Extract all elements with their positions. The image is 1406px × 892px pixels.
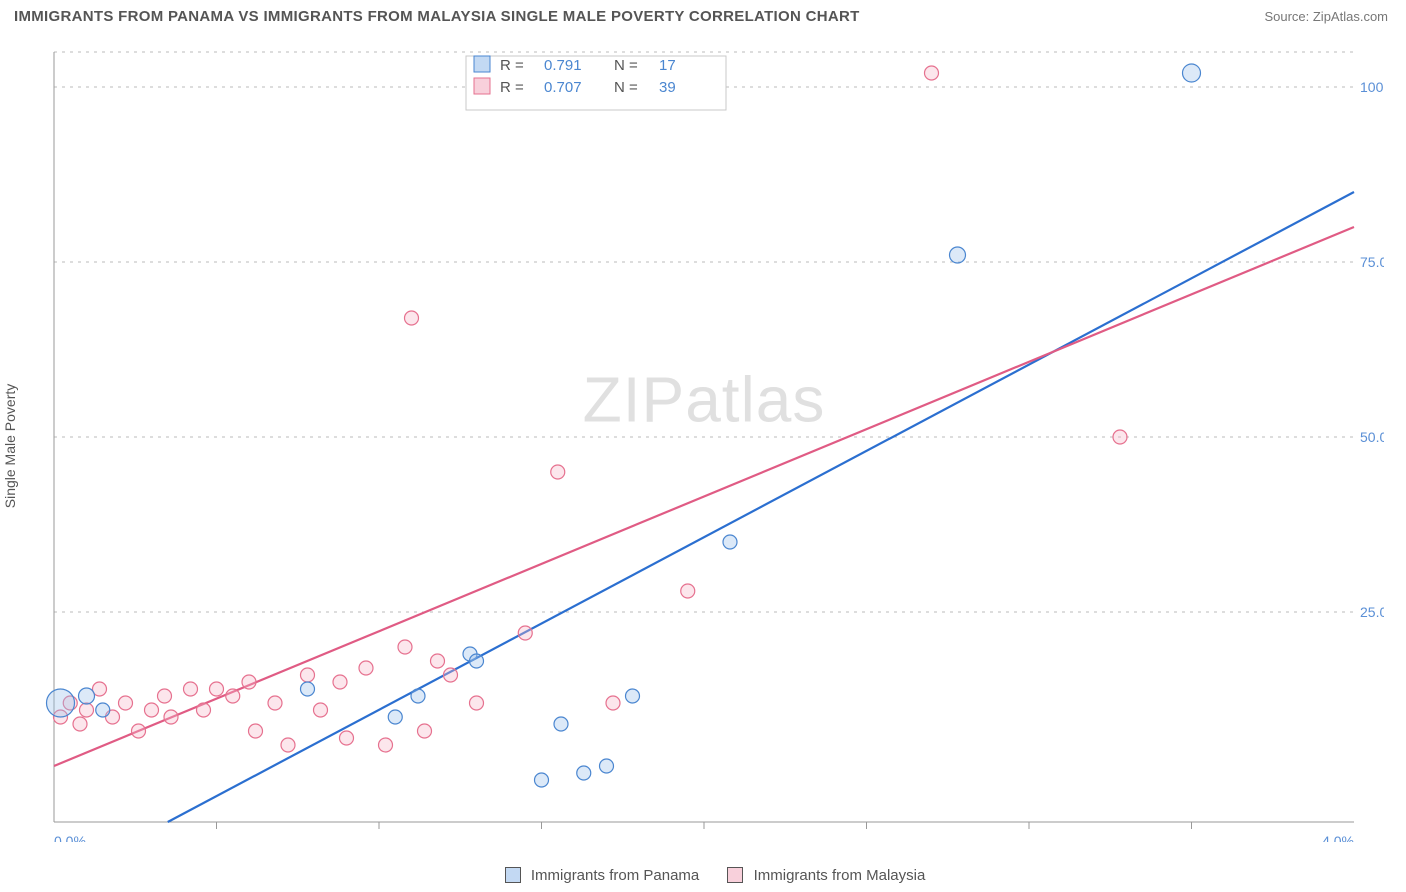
title-bar: IMMIGRANTS FROM PANAMA VS IMMIGRANTS FRO… [0,0,1406,29]
chart-title: IMMIGRANTS FROM PANAMA VS IMMIGRANTS FRO… [14,8,860,25]
plot-area: ZIPatlas 25.0% 50.0% 75.0% 100.0% 0.0% 4.0% R =… [44,42,1384,842]
source-label: Source: ZipAtlas.com [1264,9,1388,24]
legend-swatch-malaysia [727,867,743,883]
svg-text:R =: R = [500,57,524,74]
legend-label-malaysia: Immigrants from Malaysia [754,867,926,884]
svg-text:R =: R = [500,79,524,96]
svg-text:25.0%: 25.0% [1360,604,1384,620]
y-axis-label: Single Male Poverty [2,384,18,509]
svg-text:0.0%: 0.0% [54,833,86,842]
svg-text:0.791: 0.791 [544,57,582,74]
svg-text:17: 17 [659,57,676,74]
svg-text:50.0%: 50.0% [1360,429,1384,445]
svg-text:75.0%: 75.0% [1360,254,1384,270]
scatter-chart: ZIPatlas 25.0% 50.0% 75.0% 100.0% 0.0% 4.0% R =… [44,42,1384,842]
svg-text:0.707: 0.707 [544,79,582,96]
bottom-legend: Immigrants from Panama Immigrants from M… [0,867,1406,884]
legend-swatch-panama [505,867,521,883]
svg-text:39: 39 [659,79,676,96]
legend-label-panama: Immigrants from Panama [531,867,699,884]
svg-text:N =: N = [614,57,638,74]
svg-text:ZIPatlas: ZIPatlas [583,364,826,436]
svg-text:100.0%: 100.0% [1360,79,1384,95]
svg-text:4.0%: 4.0% [1322,833,1354,842]
svg-text:N =: N = [614,79,638,96]
